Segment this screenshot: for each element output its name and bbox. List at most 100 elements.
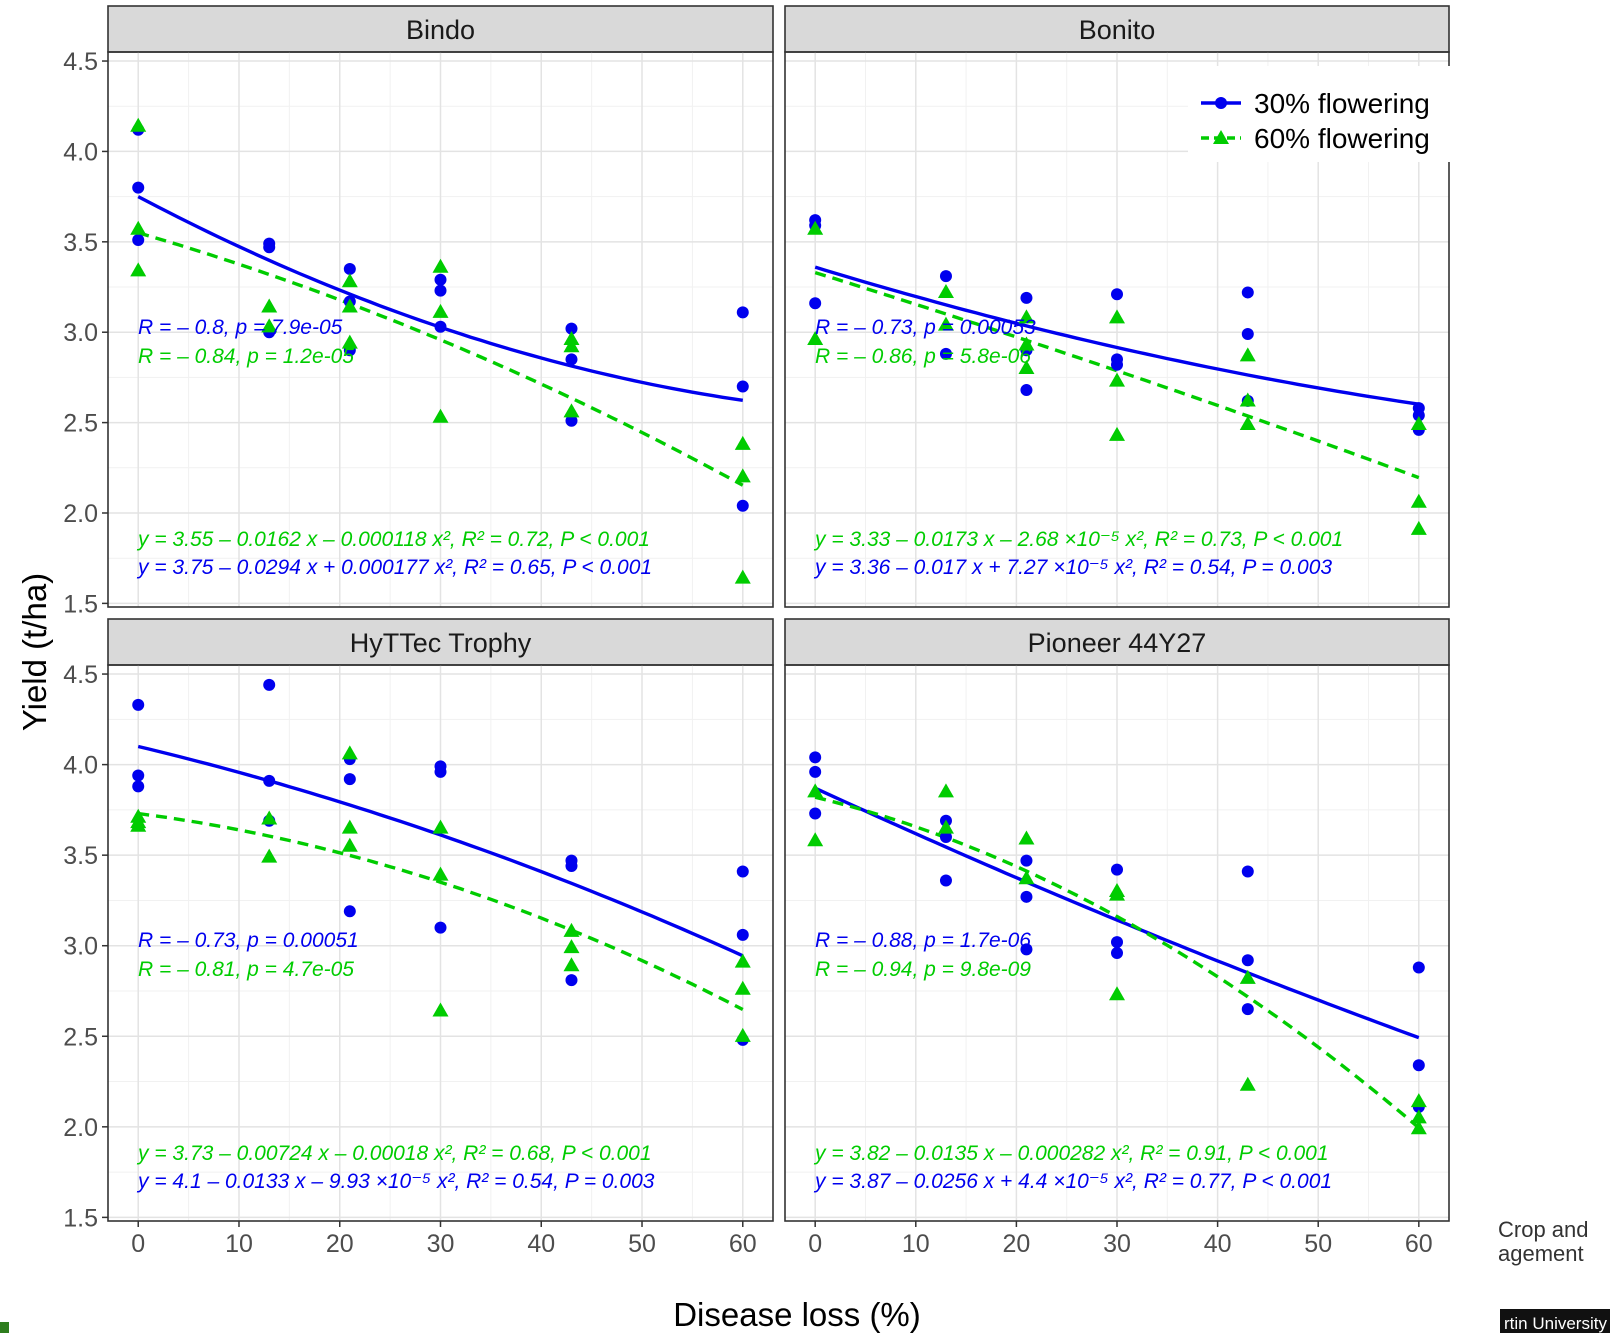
panels-layer: Bindo 1.5 2.0 2.5 3.0 3.5 4.0 4.5 R = – 0.8, p =… — [63, 5, 1450, 1258]
legend-key-circle — [1215, 97, 1227, 109]
point-60-flowering — [432, 1002, 449, 1017]
point-30-flowering — [809, 751, 822, 764]
point-30-flowering — [263, 678, 276, 691]
point-30-flowering — [1241, 328, 1254, 341]
point-60-flowering — [1410, 1093, 1427, 1108]
point-30-flowering — [132, 769, 145, 782]
point-60-flowering — [130, 262, 147, 277]
y-tick-label: 2.5 — [63, 1023, 98, 1051]
correlation-60: R = – 0.81, p = 4.7e-05 — [138, 958, 354, 981]
point-30-flowering — [565, 322, 578, 335]
y-tick-label: 3.0 — [63, 933, 98, 961]
point-60-flowering — [807, 783, 824, 798]
point-30-flowering — [565, 974, 578, 987]
fit-line-30 — [137, 744, 744, 958]
point-30-flowering — [736, 306, 749, 319]
point-60-flowering — [1410, 416, 1427, 431]
point-30-flowering — [939, 270, 952, 283]
point-30-flowering — [434, 284, 447, 297]
fit-line-30 — [814, 265, 1420, 406]
point-60-flowering — [734, 953, 751, 968]
corner-text-line2: agement — [1498, 1241, 1584, 1266]
point-30-flowering — [434, 320, 447, 333]
point-30-flowering — [565, 353, 578, 366]
point-60-flowering — [734, 468, 751, 483]
point-60-flowering — [261, 848, 278, 863]
fit-line-60 — [137, 231, 744, 487]
facet-strip — [784, 618, 1450, 666]
point-30-flowering — [1412, 1059, 1425, 1072]
x-tick-label: 20 — [326, 1230, 354, 1258]
point-60-flowering — [341, 334, 358, 349]
point-60-flowering — [432, 303, 449, 318]
x-tick-label: 50 — [628, 1230, 656, 1258]
point-60-flowering — [432, 819, 449, 834]
point-30-flowering — [1241, 286, 1254, 299]
x-tick-label: 50 — [1304, 1230, 1332, 1258]
legend-label: 30% flowering — [1254, 88, 1430, 119]
point-60-flowering — [563, 922, 580, 937]
point-60-flowering — [1410, 1120, 1427, 1135]
point-60-flowering — [1109, 426, 1125, 441]
point-60-flowering — [1410, 493, 1427, 508]
point-60-flowering — [341, 298, 358, 313]
point-30-flowering — [434, 765, 447, 778]
point-30-flowering — [1241, 954, 1254, 967]
point-60-flowering — [1018, 309, 1035, 324]
fit-line-30 — [814, 786, 1420, 1040]
legend: 30% flowering 60% flowering — [1188, 66, 1450, 162]
equation-60: y = 3.82 – 0.0135 x – 0.000282 x², R² = … — [813, 1142, 1329, 1165]
point-60-flowering — [734, 980, 751, 995]
point-60-flowering — [937, 316, 954, 331]
point-30-flowering — [343, 773, 356, 786]
x-tick-label: 60 — [1405, 1230, 1433, 1258]
point-60-flowering — [432, 258, 449, 273]
x-tick-label: 20 — [1002, 1230, 1030, 1258]
point-60-flowering — [937, 819, 954, 834]
correlation-30: R = – 0.88, p = 1.7e-06 — [815, 929, 1031, 952]
correlation-60: R = – 0.84, p = 1.2e-05 — [138, 345, 354, 368]
point-30-flowering — [1111, 358, 1123, 371]
point-30-flowering — [1020, 384, 1033, 397]
y-tick-label: 3.5 — [63, 229, 98, 257]
corner-text-line3: rtin University — [1504, 1314, 1607, 1333]
point-60-flowering — [734, 569, 751, 584]
point-30-flowering — [1412, 961, 1425, 974]
correlation-30: R = – 0.8, p = 7.9e-05 — [138, 316, 343, 339]
point-60-flowering — [937, 284, 954, 299]
x-tick-label: 30 — [427, 1230, 455, 1258]
point-30-flowering — [1111, 288, 1123, 301]
point-60-flowering — [130, 117, 147, 132]
y-tick-label: 4.5 — [63, 48, 98, 76]
correlation-60: R = – 0.94, p = 9.8e-09 — [815, 958, 1031, 981]
point-30-flowering — [132, 181, 145, 194]
facet-strip — [784, 5, 1450, 53]
point-60-flowering — [130, 817, 147, 832]
point-60-flowering — [1239, 1076, 1256, 1091]
point-30-flowering — [939, 874, 952, 887]
point-30-flowering — [1241, 1003, 1254, 1016]
equation-60: y = 3.33 – 0.0173 x – 2.68 ×10⁻⁵ x², R² … — [813, 528, 1343, 551]
point-60-flowering — [807, 220, 824, 235]
fit-line-60 — [137, 811, 744, 1012]
fit-line-60 — [814, 795, 1420, 1130]
point-60-flowering — [1018, 336, 1035, 351]
correlation-60: R = – 0.86, p = 5.8e-06 — [815, 345, 1031, 368]
point-30-flowering — [1020, 291, 1033, 304]
point-30-flowering — [736, 865, 749, 878]
point-30-flowering — [565, 414, 578, 427]
point-30-flowering — [809, 297, 822, 310]
point-60-flowering — [261, 810, 278, 825]
panel-border — [784, 664, 1450, 1222]
point-60-flowering — [1410, 520, 1427, 535]
point-60-flowering — [1410, 1109, 1427, 1124]
y-tick-label: 4.5 — [63, 661, 98, 689]
point-30-flowering — [132, 780, 145, 793]
x-tick-label: 40 — [1204, 1230, 1232, 1258]
point-60-flowering — [937, 783, 954, 798]
point-60-flowering — [1239, 969, 1256, 984]
x-tick-label: 10 — [902, 1230, 930, 1258]
y-tick-label: 3.5 — [63, 842, 98, 870]
point-60-flowering — [1109, 886, 1125, 901]
y-axis-title: Yield (t/ha) — [16, 573, 53, 731]
